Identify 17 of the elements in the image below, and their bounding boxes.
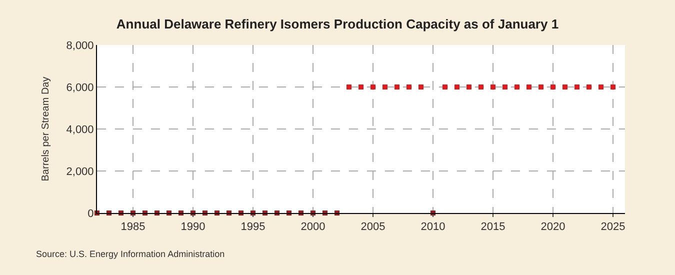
x-tick-label: 2015 xyxy=(480,221,506,234)
chart-title: Annual Delaware Refinery Isomers Production Capacity as of January 1 xyxy=(116,16,559,32)
y-tick-label: 0 xyxy=(88,208,94,220)
source-note: Source: U.S. Energy Information Administration xyxy=(36,249,225,259)
y-tick-label: 4,000 xyxy=(66,124,94,136)
x-tick-label: 1990 xyxy=(180,221,206,234)
y-axis-title: Barrels per Stream Day xyxy=(40,76,52,182)
x-tick-label: 2020 xyxy=(540,221,566,234)
x-tick-label: 1985 xyxy=(120,221,146,234)
y-tick-label: 2,000 xyxy=(66,166,94,178)
x-tick-label: 2025 xyxy=(600,221,626,234)
y-tick-label: 6,000 xyxy=(66,82,94,94)
x-tick-label: 2010 xyxy=(420,221,446,234)
x-tick-label: 1995 xyxy=(240,221,266,234)
y-tick-label: 8,000 xyxy=(66,40,94,52)
x-tick-label: 2000 xyxy=(300,221,326,234)
x-tick-label: 2005 xyxy=(360,221,386,234)
